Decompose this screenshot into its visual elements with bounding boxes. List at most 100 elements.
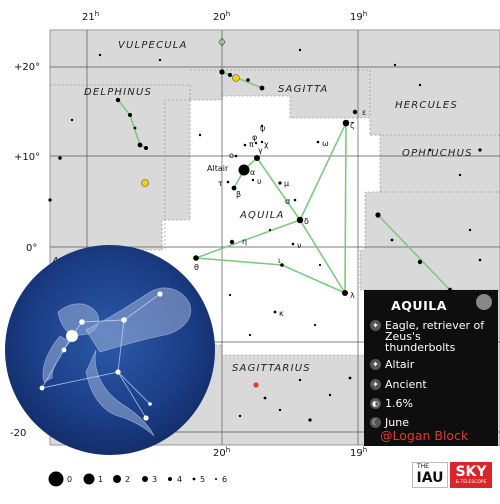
star-epsilon (352, 109, 358, 115)
star-iota (280, 263, 284, 267)
dec-label-plus20: +20° (14, 62, 40, 73)
dec-label-minus20: -20 (10, 428, 26, 439)
star-delta (296, 216, 304, 224)
magnitude-legend: 0 1 2 3 4 5 6 (48, 471, 227, 487)
eagle-silhouette (42, 287, 192, 437)
mag-4-dot (168, 477, 172, 481)
mag-4-label: 4 (177, 475, 182, 484)
credit-text: @Logan Block (380, 428, 469, 443)
star-label-lambda: λ (350, 291, 355, 300)
label-sagitta: SAGITTA (278, 84, 328, 95)
star-label-phi: φ (252, 133, 257, 142)
star-label-zeta: ζ (350, 121, 354, 130)
star-eta (229, 239, 235, 245)
star-kappa (273, 310, 277, 314)
star-label-nu: ν (297, 241, 302, 250)
mag-1-label: 1 (98, 475, 103, 484)
stars (48, 48, 482, 422)
info-row-brightest-star: ✦ Altair (370, 359, 496, 370)
mag-0-dot (48, 471, 64, 487)
info-row-mythology: ✦ Eagle, retriever of Zeus's thunderbolts (370, 320, 496, 353)
info-row-best-month: ☾ June (370, 416, 409, 429)
boundary-lines (50, 69, 500, 445)
origin-icon: ✦ (370, 379, 381, 390)
sky-area-icon: ◐ (370, 398, 381, 409)
star-psi (260, 124, 264, 128)
mag-0-label: 0 (67, 475, 72, 484)
label-aquila: AQUILA (239, 210, 285, 221)
mag-1-dot (83, 473, 95, 485)
sky-telescope-logo: SKY & TELESCOPE (450, 462, 492, 488)
constellation-badge-icon (476, 294, 492, 310)
star-label-sigma: σ (285, 197, 290, 206)
label-delphinus: DELPHINUS (84, 87, 152, 98)
star-label-delta: δ (304, 217, 309, 226)
star-pi (243, 143, 247, 147)
star-zeta (342, 119, 350, 127)
star-beta (231, 185, 237, 191)
iau-logo: THE IAU (412, 462, 448, 488)
star-label-chi: χ (264, 140, 269, 149)
star-label-kappa: κ (279, 309, 284, 318)
star-label-mu: μ (284, 179, 289, 188)
star-label-theta: θ (194, 263, 199, 272)
ra-label-20h-top: 20h (213, 10, 230, 23)
star-label-pi: π (249, 140, 254, 149)
star-altair (238, 164, 250, 176)
label-ophiuchus: OPHIUCHUS (402, 148, 473, 159)
mag-6-label: 6 (222, 475, 227, 484)
star-upsilon (251, 178, 255, 182)
star-phi (254, 141, 258, 145)
label-vulpecula: VULPECULA (118, 40, 188, 51)
delphinus-figure (117, 99, 147, 149)
star-label-omega: ω (322, 139, 329, 148)
star-nu (291, 242, 295, 246)
eagle-illustration-inset (5, 245, 215, 455)
mag-5-dot (192, 477, 196, 481)
galaxy-marker (141, 179, 149, 187)
star-label-eta: η (242, 237, 247, 246)
dec-label-zero: 0° (26, 243, 37, 254)
ophiuchus-figure (377, 214, 451, 291)
star-label-omicron: ο (229, 151, 234, 160)
ra-label-21h-top: 21h (82, 10, 99, 23)
star-label-alpha: α (250, 168, 255, 177)
star-omicron (234, 154, 238, 158)
label-sagittarius: SAGITTARIUS (232, 363, 311, 374)
star-label-tau: τ (218, 179, 223, 188)
info-panel: AQUILA ✦ Eagle, retriever of Zeus's thund… (364, 290, 498, 446)
best-month-icon: ☾ (370, 417, 381, 428)
star-theta (193, 255, 199, 261)
cluster-marker (218, 37, 226, 47)
mag-3-label: 3 (152, 475, 157, 484)
star-omega (316, 140, 320, 144)
brightest-star-icon: ✦ (370, 359, 381, 370)
ra-label-19h-bottom: 19h (350, 446, 367, 459)
star-lambda (342, 290, 348, 296)
star-tau (226, 180, 230, 184)
mag-3-dot (142, 476, 148, 482)
star-label-beta: β (236, 190, 241, 199)
nebula-marker (253, 382, 259, 388)
galaxy-marker (232, 74, 240, 82)
star-name-altair: Altair (207, 164, 229, 173)
mag-5-label: 5 (200, 475, 205, 484)
mythology-icon: ✦ (370, 320, 381, 331)
star-label-upsilon: υ (257, 177, 262, 186)
star-chi (260, 140, 264, 144)
star-gamma (254, 155, 260, 161)
ra-label-20h-bottom: 20h (213, 446, 230, 459)
mag-2-dot (113, 475, 121, 483)
star-label-epsilon: ε (362, 108, 366, 117)
star-sigma (293, 198, 297, 202)
star-mu (278, 181, 282, 185)
mag-6-dot (215, 478, 217, 480)
star-label-iota: ι (278, 256, 281, 265)
info-title: AQUILA (391, 298, 447, 313)
star-label-psi: ψ (260, 124, 265, 133)
mag-2-label: 2 (125, 475, 130, 484)
label-hercules: HERCULES (395, 100, 458, 111)
info-row-area: ◐ 1.6% (370, 397, 413, 410)
star-label-gamma: γ (258, 146, 263, 155)
